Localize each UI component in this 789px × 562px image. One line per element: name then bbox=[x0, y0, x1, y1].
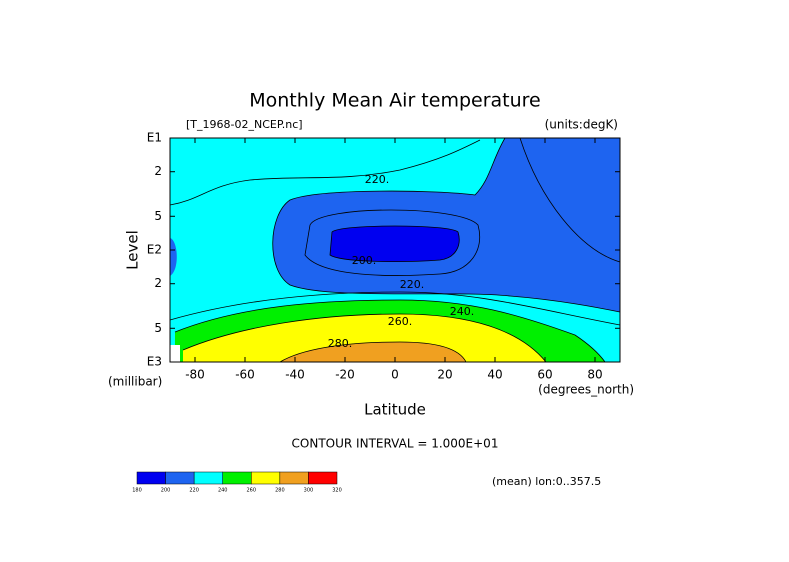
colorbar-cell bbox=[136, 471, 166, 485]
units-note: (units:degK) bbox=[545, 118, 618, 132]
x-tick-label: -20 bbox=[335, 368, 355, 382]
colorbar-label: 260 bbox=[247, 488, 257, 494]
x-tick-label: 60 bbox=[537, 368, 552, 382]
band bbox=[183, 314, 546, 362]
colorbar-label: 300 bbox=[304, 488, 314, 494]
contour-label: 220. bbox=[365, 173, 390, 186]
band bbox=[330, 226, 460, 262]
y-tick-label: 2 bbox=[154, 276, 162, 290]
colorbar-cell bbox=[193, 471, 223, 485]
contour-label: 200. bbox=[352, 254, 377, 267]
contour-label: 220. bbox=[400, 278, 425, 291]
contour-interval: CONTOUR INTERVAL = 1.000E+01 bbox=[292, 437, 499, 451]
contour-fills bbox=[170, 138, 620, 362]
x-units: (degrees_north) bbox=[538, 383, 634, 397]
missing-data bbox=[170, 345, 180, 362]
colorbar-label: 280 bbox=[275, 488, 285, 494]
y-tick-label: E3 bbox=[147, 355, 162, 369]
colorbar-label: 320 bbox=[332, 488, 342, 494]
band bbox=[280, 342, 466, 362]
y-tick-label: 2 bbox=[154, 164, 162, 178]
contour-label: 260. bbox=[388, 315, 413, 328]
contour-label: 240. bbox=[450, 305, 475, 318]
colorbar-label: 200 bbox=[161, 488, 171, 494]
y-tick-label: 5 bbox=[154, 209, 162, 223]
x-tick-label: 40 bbox=[487, 368, 502, 382]
colorbar-cell bbox=[308, 471, 338, 485]
contour-lines bbox=[169, 137, 621, 363]
y-axis-label: Level bbox=[124, 230, 142, 270]
x-tick-label: 0 bbox=[391, 368, 399, 382]
y-units: (millibar) bbox=[108, 375, 162, 389]
subtitle: [T_1968-02_NCEP.nc] bbox=[186, 118, 303, 131]
colorbar-label: 180 bbox=[132, 488, 142, 494]
contour-label: 280. bbox=[328, 337, 353, 350]
y-tick-label: 5 bbox=[154, 321, 162, 335]
y-tick-label: E1 bbox=[147, 131, 162, 145]
x-tick-label: -80 bbox=[185, 368, 205, 382]
colorbar-cell bbox=[279, 471, 309, 485]
band bbox=[170, 238, 177, 276]
x-tick-label: 20 bbox=[437, 368, 452, 382]
chart-title: Monthly Mean Air temperature bbox=[249, 90, 540, 112]
y-tick-label: E2 bbox=[147, 243, 162, 257]
x-tick-label: 80 bbox=[587, 368, 602, 382]
colorbar-cell bbox=[222, 471, 252, 485]
x-axis-label: Latitude bbox=[364, 401, 426, 419]
colorbar-label: 220 bbox=[189, 488, 199, 494]
colorbar-cell bbox=[165, 471, 195, 485]
colorbar-cell bbox=[251, 471, 281, 485]
colorbar-label: 240 bbox=[218, 488, 228, 494]
x-tick-label: -60 bbox=[235, 368, 255, 382]
x-tick-label: -40 bbox=[285, 368, 305, 382]
footnote: (mean) lon:0..357.5 bbox=[492, 475, 601, 488]
